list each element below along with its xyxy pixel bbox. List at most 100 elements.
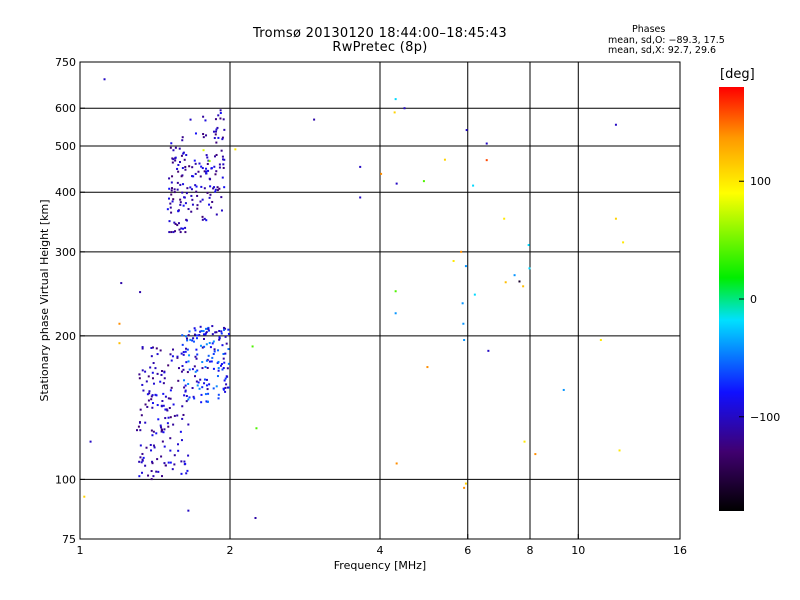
data-point — [208, 196, 211, 199]
data-point — [393, 111, 396, 114]
data-point — [207, 329, 210, 332]
data-point — [188, 396, 191, 399]
data-point — [222, 353, 225, 356]
data-point — [462, 322, 465, 325]
x-tick-label: 16 — [673, 544, 687, 557]
data-point — [193, 397, 196, 400]
data-point — [178, 228, 181, 231]
data-point — [192, 395, 195, 398]
data-point — [163, 428, 166, 431]
data-point — [191, 166, 194, 169]
data-point — [181, 167, 184, 170]
data-point — [223, 379, 226, 382]
data-point — [144, 421, 147, 424]
data-point — [194, 184, 197, 187]
data-point — [185, 154, 188, 157]
data-point — [201, 198, 204, 201]
data-point — [216, 186, 219, 189]
data-point — [204, 327, 207, 330]
data-point — [159, 424, 162, 427]
data-point — [185, 337, 188, 340]
data-point — [222, 387, 225, 390]
data-point — [197, 170, 200, 173]
data-point — [169, 353, 172, 356]
data-point — [226, 375, 229, 378]
data-point — [170, 231, 173, 234]
data-point — [139, 291, 142, 294]
data-point — [223, 128, 226, 131]
data-point — [463, 486, 466, 489]
data-point — [180, 154, 183, 157]
data-point — [200, 401, 203, 404]
data-point — [151, 402, 154, 405]
data-point — [168, 220, 171, 223]
data-point — [223, 328, 226, 331]
data-point — [179, 183, 182, 186]
y-tick-label: 300 — [55, 246, 76, 259]
data-point — [204, 365, 207, 368]
data-point — [220, 149, 223, 152]
data-point — [180, 439, 183, 442]
data-point — [138, 421, 141, 424]
data-point — [177, 222, 180, 225]
data-point — [210, 360, 213, 363]
data-point — [150, 470, 153, 473]
data-point — [190, 194, 193, 197]
data-point — [216, 126, 219, 129]
data-point — [207, 328, 210, 331]
data-point — [215, 130, 218, 133]
data-point — [522, 285, 525, 288]
data-point — [150, 449, 153, 452]
data-point — [156, 458, 159, 461]
data-point — [221, 155, 224, 158]
data-point — [194, 132, 197, 135]
data-point — [196, 194, 199, 197]
data-point — [187, 208, 190, 211]
data-point — [154, 367, 157, 370]
data-point — [209, 346, 212, 349]
data-point — [201, 386, 204, 389]
data-point — [211, 356, 214, 359]
data-point — [183, 196, 186, 199]
colorbar-ticks: 100 0 −100 — [739, 175, 780, 424]
data-point — [218, 163, 221, 166]
data-point — [219, 112, 222, 115]
data-point — [201, 215, 204, 218]
data-point — [164, 464, 167, 467]
data-point — [195, 337, 198, 340]
data-point — [223, 186, 226, 189]
data-point — [218, 166, 221, 169]
data-point — [171, 468, 174, 471]
data-point — [463, 338, 466, 341]
data-point — [213, 350, 216, 353]
data-point — [193, 159, 196, 162]
data-point — [201, 367, 204, 370]
data-point — [190, 210, 193, 213]
data-point — [166, 208, 169, 211]
data-point — [217, 369, 220, 372]
data-point — [224, 327, 227, 330]
data-point — [142, 389, 145, 392]
data-point — [181, 364, 184, 367]
data-point — [177, 170, 180, 173]
data-point — [394, 312, 397, 315]
data-point — [194, 355, 197, 358]
data-point — [172, 231, 175, 234]
data-point — [201, 167, 204, 170]
data-point — [147, 474, 150, 477]
data-point — [173, 188, 176, 191]
data-point — [205, 170, 208, 173]
data-point — [195, 334, 198, 337]
data-point — [196, 204, 199, 207]
data-point — [157, 418, 160, 421]
data-point — [215, 331, 218, 334]
data-point — [186, 339, 189, 342]
data-point — [151, 460, 154, 463]
data-point — [138, 377, 141, 380]
data-point — [203, 378, 206, 381]
data-point — [172, 198, 175, 201]
data-point — [192, 337, 195, 340]
data-point — [194, 370, 197, 373]
data-point — [172, 423, 175, 426]
